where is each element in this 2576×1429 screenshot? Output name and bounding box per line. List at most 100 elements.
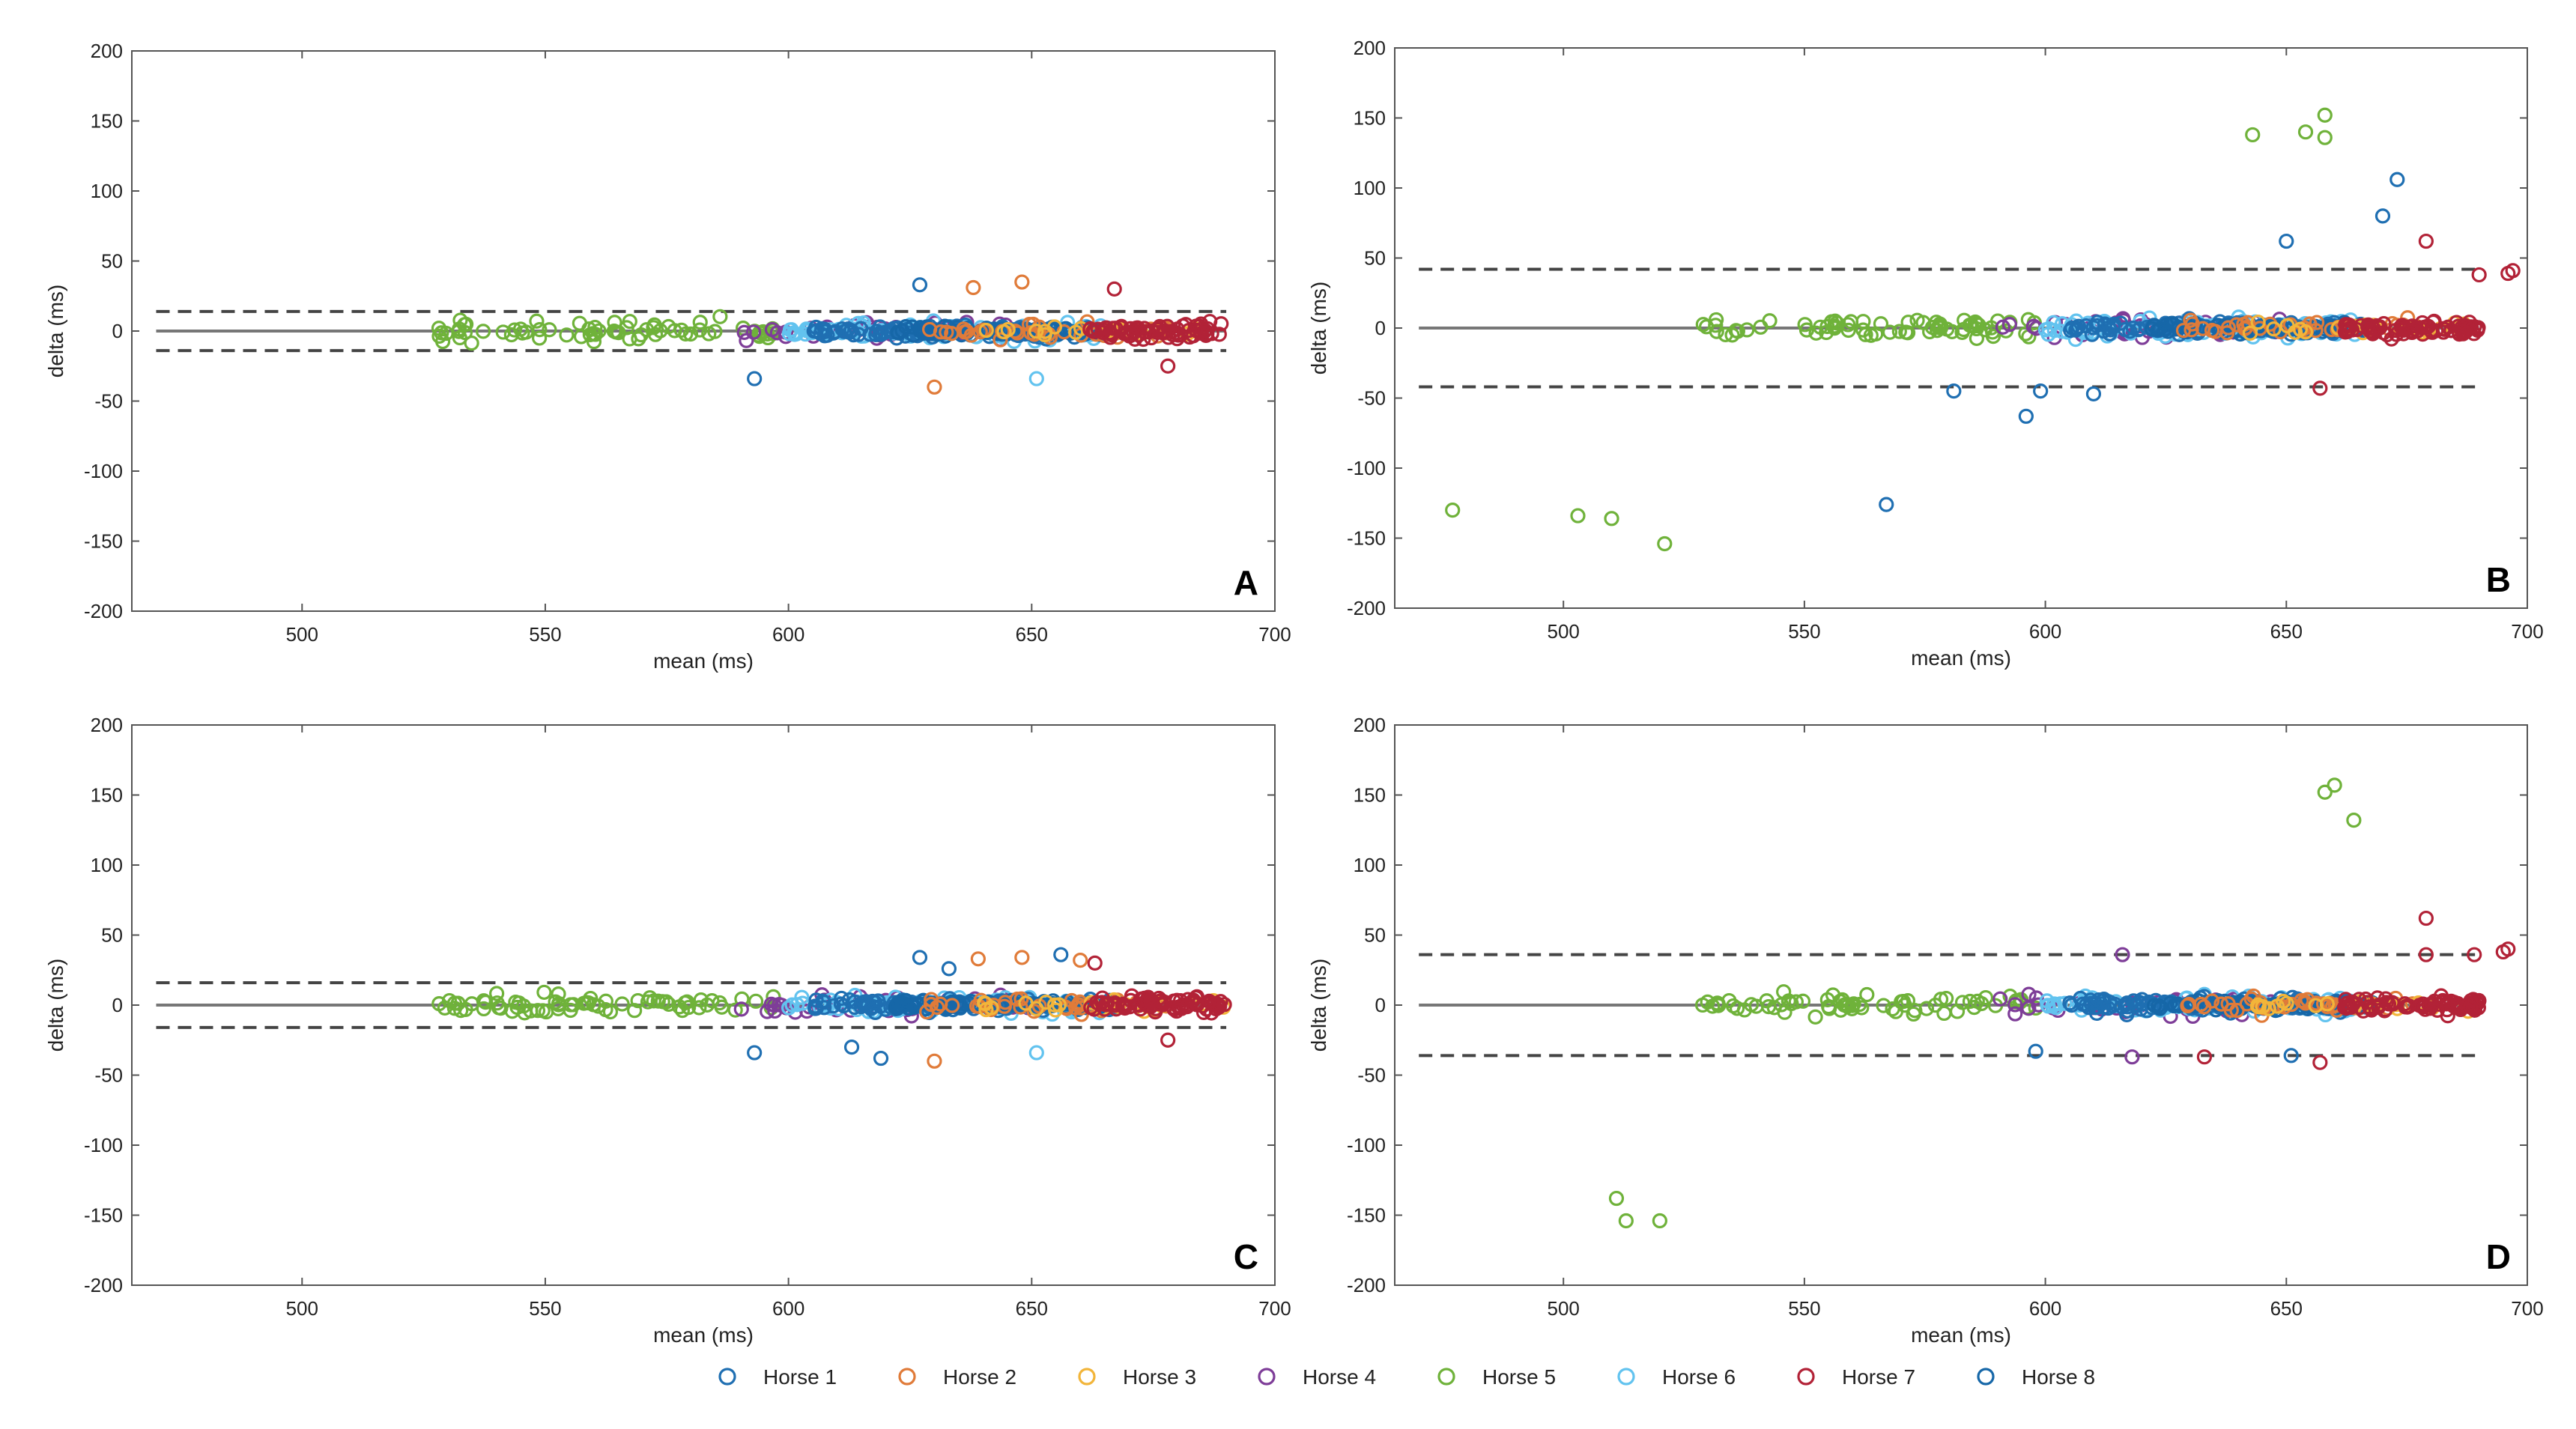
data-point xyxy=(2084,327,2100,342)
y-tick-label: -50 xyxy=(94,1064,123,1087)
x-tick-label: 600 xyxy=(2029,1297,2061,1320)
outlier-point xyxy=(2245,127,2261,143)
data-point xyxy=(2021,986,2037,1002)
data-point xyxy=(1171,999,1187,1015)
data-point xyxy=(2266,321,2282,337)
data-point xyxy=(2269,998,2285,1014)
data-point xyxy=(693,992,709,1008)
data-point xyxy=(551,986,566,1002)
data-point xyxy=(2389,327,2404,342)
data-point xyxy=(842,324,858,340)
data-point xyxy=(1766,1000,1782,1016)
outlier-point xyxy=(2418,233,2434,249)
data-point xyxy=(956,321,972,337)
legend-item: Horse 4 xyxy=(1258,1365,1376,1389)
data-point xyxy=(2395,326,2411,342)
y-tick-label: -50 xyxy=(1357,1064,1386,1087)
data-point xyxy=(495,324,511,340)
data-point xyxy=(1956,321,1972,338)
outlier-point xyxy=(966,279,981,296)
legend-item: Horse 7 xyxy=(1797,1365,1915,1389)
data-point xyxy=(586,334,602,350)
data-point xyxy=(2339,995,2355,1011)
y-tick-label: 150 xyxy=(1354,784,1386,807)
data-point xyxy=(1736,1002,1753,1018)
x-tick-label: 500 xyxy=(286,1297,318,1320)
data-point xyxy=(431,995,447,1012)
data-point xyxy=(978,322,994,339)
data-point xyxy=(2379,327,2395,343)
x-tick-label: 650 xyxy=(2270,1297,2303,1320)
data-point xyxy=(2463,999,2479,1015)
data-point xyxy=(2437,321,2452,337)
data-point xyxy=(434,325,449,341)
data-point xyxy=(2419,318,2434,335)
data-point xyxy=(1949,1004,1966,1019)
data-point xyxy=(2063,323,2079,339)
data-point xyxy=(1124,988,1140,1004)
data-point xyxy=(434,333,451,350)
data-point xyxy=(530,1003,546,1019)
data-point xyxy=(959,324,975,339)
y-tick-label: 150 xyxy=(1354,107,1386,130)
data-point xyxy=(2454,323,2470,339)
outlier-point xyxy=(2279,233,2294,249)
data-point xyxy=(1107,995,1123,1011)
y-tick-label: -200 xyxy=(1347,597,1386,619)
y-tick-label: 0 xyxy=(1375,994,1386,1016)
data-point xyxy=(2383,331,2399,347)
data-point xyxy=(1197,323,1213,339)
data-point xyxy=(888,998,905,1013)
data-point xyxy=(2157,321,2173,337)
legend-item: Horse 8 xyxy=(1977,1365,2095,1389)
data-point xyxy=(774,998,790,1013)
data-point xyxy=(856,994,872,1010)
outlier-point xyxy=(1014,950,1030,965)
data-point xyxy=(2228,317,2244,333)
legend-label: Horse 6 xyxy=(1662,1365,1736,1389)
y-tick-label: 200 xyxy=(91,40,123,62)
data-point xyxy=(1718,327,1733,343)
outlier-point xyxy=(1608,1190,1625,1207)
data-point xyxy=(1939,321,1955,337)
data-point xyxy=(2105,319,2121,335)
data-point xyxy=(1009,992,1025,1007)
data-point xyxy=(2122,324,2138,339)
data-point xyxy=(627,1003,643,1019)
y-tick-label: 150 xyxy=(91,110,123,133)
data-point xyxy=(1211,327,1227,342)
legend-marker xyxy=(898,1368,916,1386)
y-tick-label: 150 xyxy=(91,784,123,807)
data-point xyxy=(1037,327,1052,343)
data-point xyxy=(630,992,646,1009)
data-point xyxy=(1739,322,1755,338)
data-point xyxy=(2028,990,2044,1006)
outlier-point xyxy=(2124,1049,2140,1065)
outlier-point xyxy=(1879,497,1894,512)
outlier-point xyxy=(747,1045,763,1061)
data-point xyxy=(1859,986,1875,1003)
legend-marker xyxy=(1797,1368,1815,1386)
data-point xyxy=(614,996,630,1012)
data-point xyxy=(650,993,666,1009)
data-point xyxy=(2046,315,2061,330)
outlier-point xyxy=(1028,1045,1044,1061)
x-tick-label: 600 xyxy=(2029,620,2061,643)
data-point xyxy=(1094,324,1110,340)
data-point xyxy=(2261,1001,2276,1016)
data-point xyxy=(1808,325,1824,341)
data-point xyxy=(1136,324,1153,340)
data-point xyxy=(542,322,557,338)
y-axis-label: delta (ms) xyxy=(44,959,67,1052)
data-point xyxy=(1927,998,1943,1013)
data-point xyxy=(924,992,939,1007)
outlier-point xyxy=(912,277,928,293)
data-point xyxy=(559,327,575,343)
data-point xyxy=(1969,316,1985,332)
x-tick-label: 650 xyxy=(1016,623,1048,646)
y-axis-label: delta (ms) xyxy=(44,285,67,377)
legend-label: Horse 2 xyxy=(943,1365,1016,1389)
y-tick-label: -150 xyxy=(84,1204,123,1227)
